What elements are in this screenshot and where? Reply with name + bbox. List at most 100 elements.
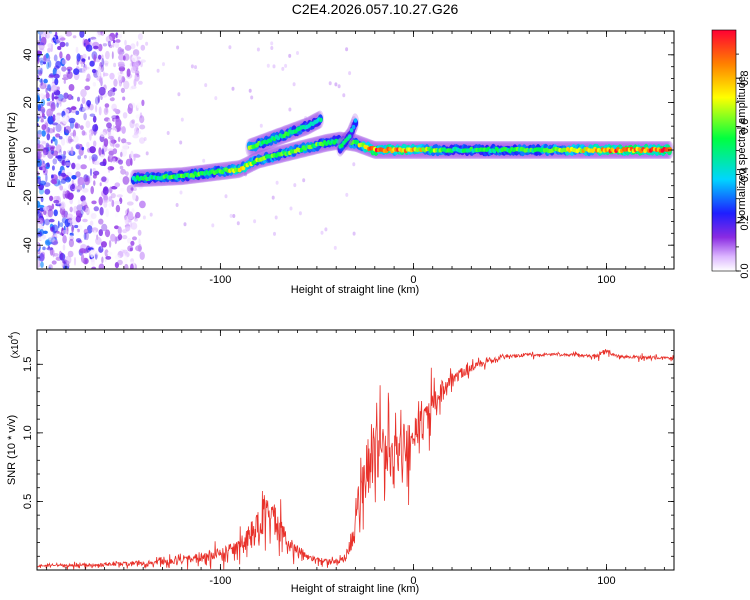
spectrogram-noise-cell	[51, 85, 57, 92]
spectrogram-noise-cell	[86, 121, 91, 129]
spectrogram-noise-cell	[180, 191, 183, 195]
spectrogram-noise-cell	[82, 97, 86, 104]
spectrogram-noise-cell	[93, 39, 97, 43]
spectrogram-noise-cell	[55, 61, 61, 68]
spectrogram-noise-cell	[59, 136, 63, 139]
spectrogram-heatmap	[34, 28, 674, 272]
spectrogram-noise-cell	[115, 144, 120, 148]
spectrogram-noise-cell	[138, 244, 142, 252]
spectrogram-noise-cell	[115, 157, 121, 162]
spectrogram-noise-cell	[77, 155, 81, 159]
spectrogram-noise-cell	[211, 223, 214, 227]
spectrogram-noise-cell	[75, 171, 80, 177]
spectrogram-noise-cell	[57, 155, 62, 161]
spectrogram-noise-cell	[62, 230, 69, 234]
spectrogram-noise-cell	[110, 88, 117, 92]
spectrogram-noise-cell	[42, 167, 45, 171]
snr-y-ticks: 0.5 1.0 1.5	[22, 351, 674, 557]
spectrogram-noise-cell	[35, 151, 42, 160]
spectrogram-y-tick-label: 0	[22, 147, 34, 153]
spectrogram-noise-cell	[121, 126, 126, 134]
ridge-core	[319, 118, 323, 122]
spectrogram-noise-cell	[62, 115, 69, 124]
snr-y-tick-label: 1.0	[22, 425, 34, 440]
spectrogram-noise-cell	[98, 55, 101, 60]
spectrogram-noise-cell	[191, 64, 194, 68]
spectrogram-noise-cell	[61, 178, 66, 184]
spectrogram-noise-cell	[123, 56, 126, 61]
spectrogram-y-label: Frequency (Hz)	[6, 112, 18, 188]
spectrogram-noise-cell	[123, 112, 128, 118]
spectrogram-noise-cell	[122, 235, 127, 239]
spectrogram-noise-cell	[93, 171, 99, 176]
spectrogram-noise-cell	[40, 93, 44, 97]
spectrogram-noise-cell	[321, 231, 324, 235]
spectrogram-noise-cell	[92, 159, 95, 163]
spectrogram-noise-cell	[85, 208, 90, 214]
spectrogram-noise-cell	[38, 103, 41, 108]
spectrogram-noise-cell	[60, 222, 64, 227]
spectrogram-noise-cell	[132, 208, 135, 213]
spectrogram-noise-cell	[48, 75, 54, 79]
spectrogram-noise-cell	[111, 115, 118, 119]
spectrogram-noise-cell	[55, 124, 61, 132]
spectrogram-noise-cell	[83, 54, 87, 59]
spectrogram-y-tick-label: -20	[22, 190, 34, 206]
spectrogram-x-label: Height of straight line (km)	[291, 284, 419, 296]
spectrogram-noise-cell	[177, 92, 180, 96]
spectrogram-noise-cell	[125, 171, 129, 176]
spectrogram-noise-cell	[65, 126, 72, 134]
spectrogram-noise-cell	[67, 150, 73, 154]
spectrogram-noise-cell	[69, 84, 75, 91]
spectrogram-noise-cell	[76, 210, 81, 213]
spectrogram-noise-cell	[118, 234, 122, 240]
spectrogram-noise-cell	[345, 47, 348, 51]
spectrogram-noise-cell	[273, 64, 276, 68]
colorbar-label: Normalized spectral amplitude	[736, 76, 748, 224]
spectrogram-noise-cell	[273, 232, 276, 236]
ridge-core	[348, 134, 352, 138]
spectrogram-noise-cell	[72, 229, 78, 236]
spectrogram-noise-cell	[176, 203, 179, 207]
spectrogram-noise-cell	[270, 41, 273, 45]
spectrogram-noise-cell	[86, 45, 93, 52]
spectrogram-noise-cell	[40, 29, 45, 37]
spectrogram-noise-cell	[179, 141, 182, 145]
spectrogram-noise-cell	[133, 154, 139, 158]
spectrogram-noise-cell	[99, 197, 103, 206]
spectrogram-noise-cell	[67, 71, 73, 79]
spectrogram-noise-cell	[194, 65, 197, 69]
spectrogram-noise-cell	[132, 236, 137, 240]
spectrogram-noise-cell	[232, 214, 235, 218]
spectrogram-noise-cell	[53, 253, 59, 257]
spectrogram-noise-cell	[54, 54, 58, 61]
spectrogram-noise-cell	[45, 88, 47, 93]
spectrogram-noise-cell	[122, 143, 129, 151]
spectrogram-noise-cell	[109, 240, 111, 248]
spectrogram-noise-cell	[167, 131, 170, 135]
spectrogram-noise-cell	[62, 217, 67, 223]
spectrogram-noise-cell	[117, 71, 124, 76]
spectrogram-noise-cell	[112, 51, 114, 59]
spectrogram-noise-cell	[302, 178, 305, 182]
spectrogram-noise-cell	[42, 141, 46, 144]
spectrogram-noise-cell	[80, 164, 87, 169]
spectrogram-noise-cell	[267, 64, 270, 68]
spectrogram-noise-cell	[101, 58, 104, 67]
spectrogram-noise-cell	[91, 213, 97, 219]
spectrogram-noise-cell	[43, 231, 48, 234]
spectrogram-noise-cell	[52, 114, 55, 122]
spectrogram-noise-cell	[114, 201, 120, 205]
spectrogram-noise-cell	[51, 139, 53, 143]
spectrogram-noise-cell	[103, 43, 107, 46]
spectrogram-noise-cell	[54, 209, 58, 216]
spectrogram-noise-cell	[249, 89, 252, 93]
ridge-core	[668, 147, 672, 151]
spectrogram-noise-cell	[135, 212, 140, 218]
spectrogram-noise-cell	[67, 193, 74, 200]
spectrogram-noise-cell	[260, 124, 263, 128]
snr-y-label: SNR (10 * v/v)	[6, 415, 18, 485]
spectrogram-noise-cell	[130, 158, 132, 166]
spectrogram-noise-cell	[47, 48, 51, 53]
spectrogram-noise-cell	[103, 73, 108, 76]
